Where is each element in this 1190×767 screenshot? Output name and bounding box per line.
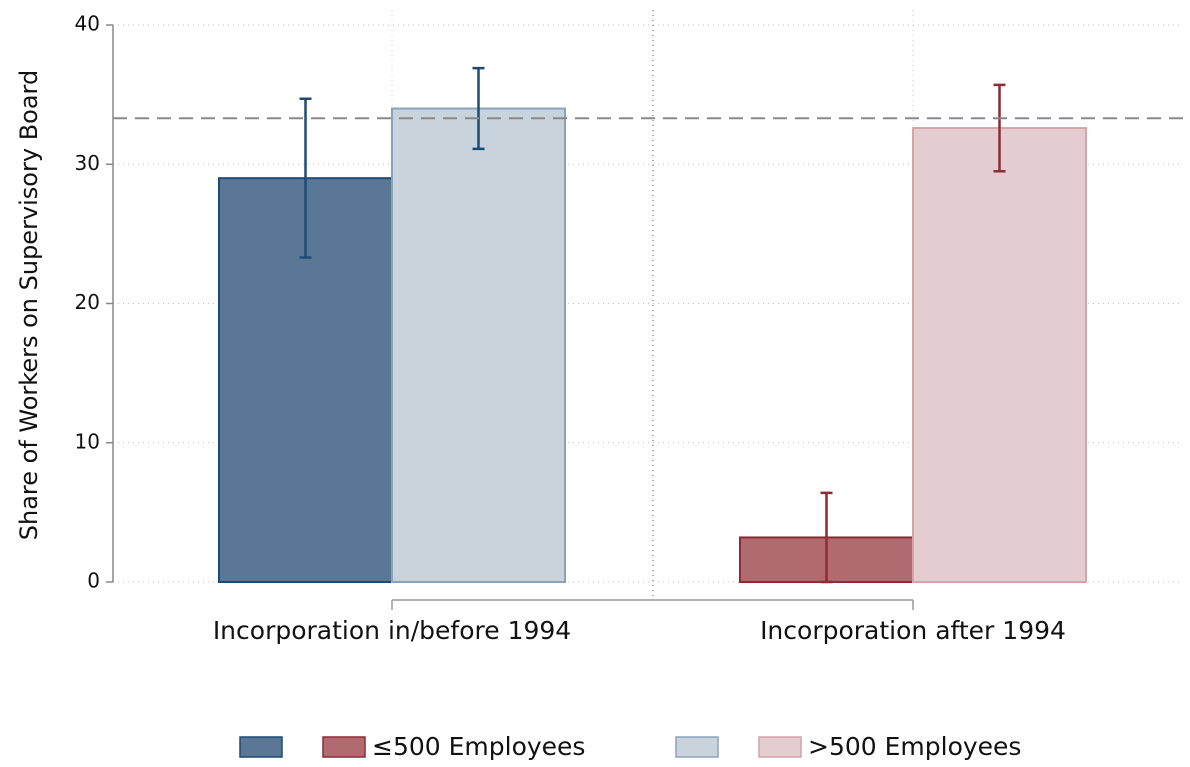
error-bar <box>472 66 485 151</box>
x-axis <box>391 599 914 610</box>
error-bar <box>820 491 833 584</box>
legend-swatch <box>675 736 719 758</box>
x-tick-label: Incorporation in/before 1994 <box>213 616 571 645</box>
x-tick-label: Incorporation after 1994 <box>760 616 1066 645</box>
legend-label: ≤500 Employees <box>372 732 585 761</box>
legend-label: >500 Employees <box>808 732 1021 761</box>
y-tick-label: 30 <box>75 151 100 175</box>
y-tick-label: 20 <box>75 290 100 314</box>
error-bar <box>993 83 1006 173</box>
y-tick-label: 40 <box>75 12 100 36</box>
y-axis-label: Share of Workers on Supervisory Board <box>15 70 43 540</box>
legend-swatch <box>758 736 802 758</box>
legend-swatch <box>239 736 283 758</box>
y-tick-label: 0 <box>87 569 100 593</box>
legend-swatch <box>322 736 366 758</box>
y-tick-label: 10 <box>75 429 100 453</box>
bar <box>912 127 1087 583</box>
bar <box>391 107 566 584</box>
error-bar <box>299 97 312 259</box>
bar <box>218 177 393 584</box>
